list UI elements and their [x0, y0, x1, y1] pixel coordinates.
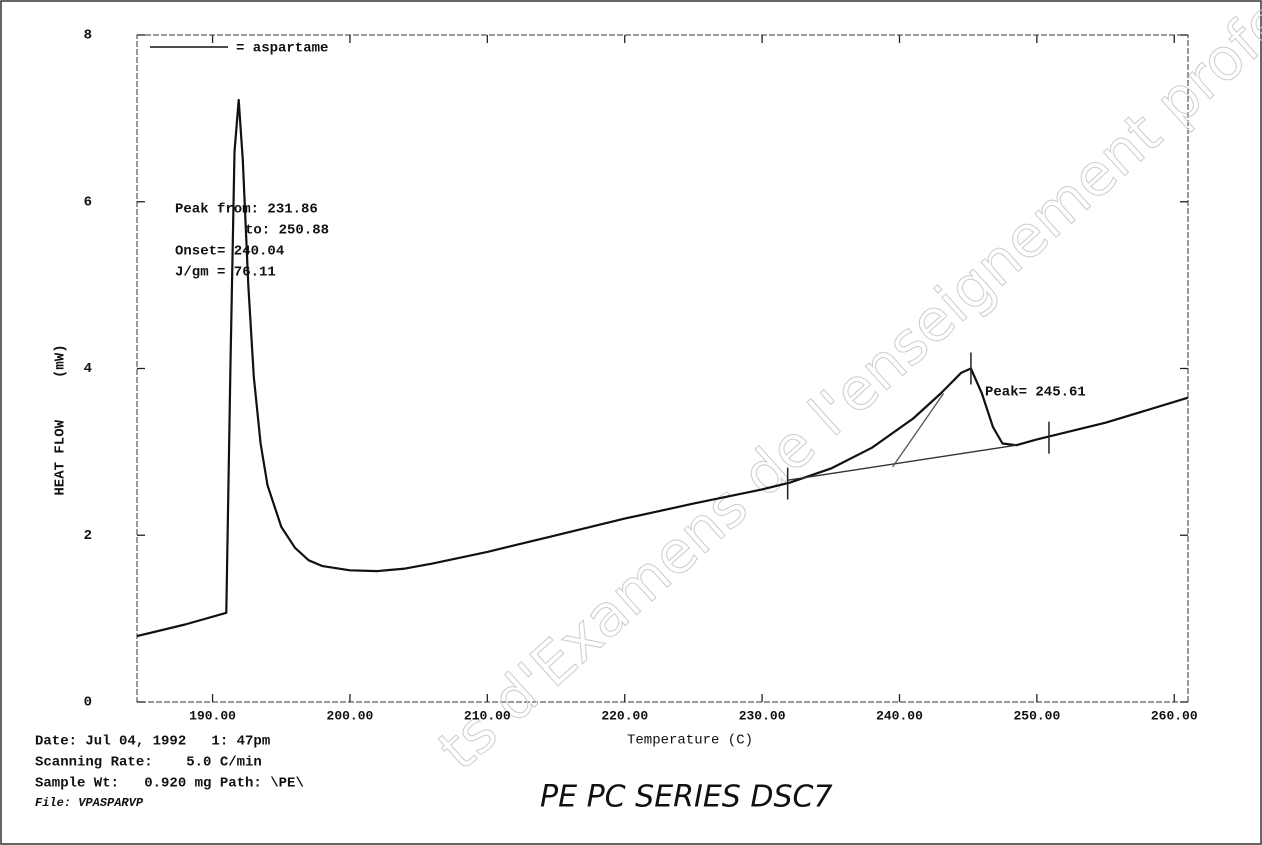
- y-tick-label: 4: [84, 361, 92, 377]
- footer-line: File: VPASPARVP: [35, 796, 144, 810]
- x-tick-label: 190.00: [189, 708, 236, 723]
- x-tick-label: 250.00: [1013, 708, 1060, 723]
- x-tick-label: 240.00: [876, 708, 923, 723]
- y-tick-label: 2: [84, 528, 92, 544]
- peak-label: Peak= 245.61: [985, 385, 1086, 401]
- x-tick-label: 200.00: [327, 708, 374, 723]
- x-tick-label: 260.00: [1151, 708, 1198, 723]
- watermark: ts d'Examens de l'enseignement professio: [425, 0, 1262, 783]
- annotation: Peak from: 231.86: [175, 202, 318, 218]
- data-line: [136, 98, 1189, 638]
- x-tick-label: 230.00: [739, 708, 786, 723]
- construction-line: [787, 444, 1017, 481]
- x-tick-label: 220.00: [601, 708, 648, 723]
- annotation: to: 250.88: [245, 223, 329, 239]
- x-axis-label: Temperature (C): [627, 733, 753, 749]
- x-tick-label: 210.00: [464, 708, 511, 723]
- y-tick-label: 8: [84, 28, 92, 44]
- footer-line: Date: Jul 04, 1992 1: 47pm: [35, 734, 270, 750]
- legend-label: = aspartame: [236, 41, 328, 57]
- y-tick-label: 0: [84, 695, 92, 711]
- annotation: Onset= 240.04: [175, 244, 284, 260]
- y-tick-label: 6: [84, 194, 92, 210]
- footer-line: Scanning Rate: 5.0 C/min: [35, 755, 262, 771]
- footer-line: Sample Wt: 0.920 mg Path: \PE\: [35, 776, 304, 792]
- construction-line: [892, 393, 945, 468]
- instrument: PE PC SERIES DSC7: [540, 780, 833, 815]
- y-axis-label: HEAT FLOW (mW): [53, 344, 69, 495]
- annotation: J/gm = 76.11: [175, 265, 276, 281]
